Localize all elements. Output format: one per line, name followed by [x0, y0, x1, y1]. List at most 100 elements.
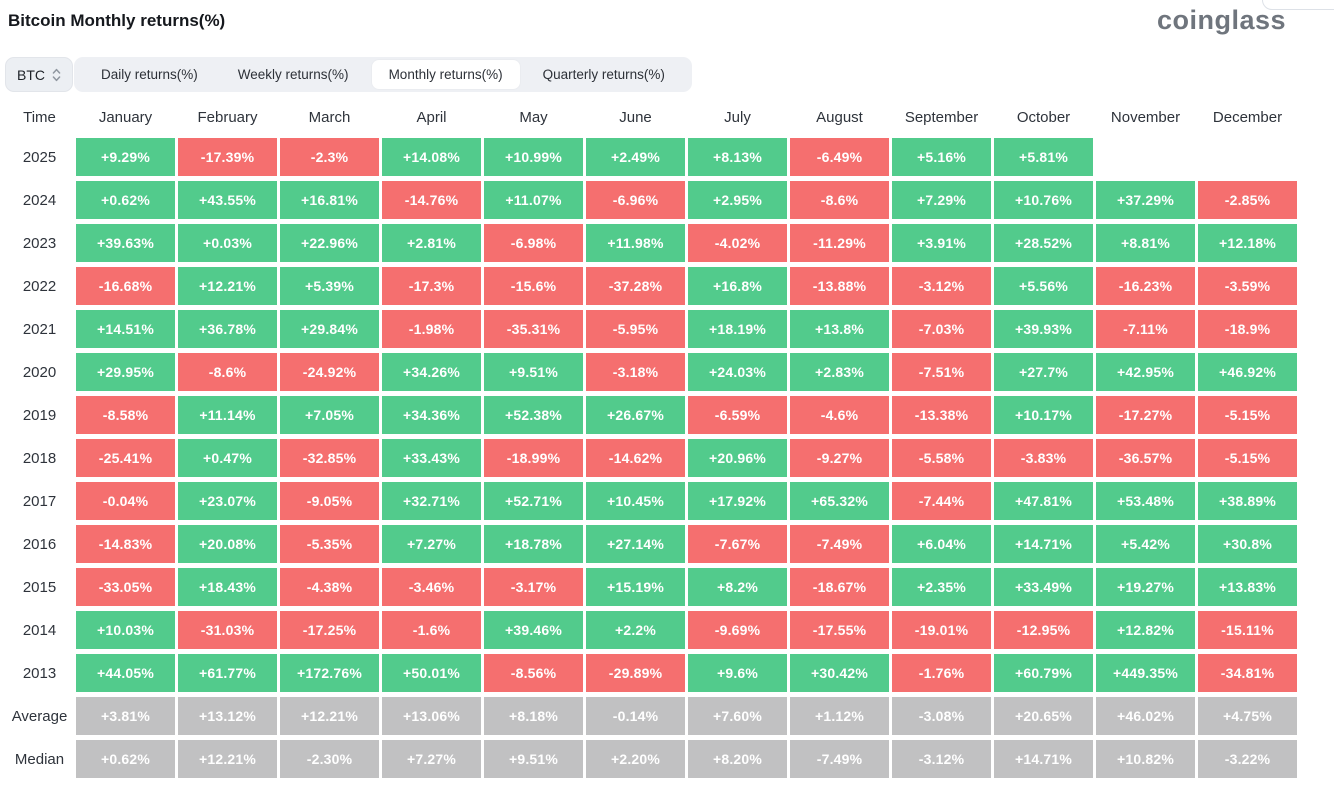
return-cell: +37.29% — [1096, 181, 1195, 219]
return-cell: -9.05% — [280, 482, 379, 520]
return-cell: +172.76% — [280, 654, 379, 692]
empty-cell — [1198, 138, 1297, 176]
return-cell: +6.04% — [892, 525, 991, 563]
return-cell: -37.28% — [586, 267, 685, 305]
return-cell: +23.07% — [178, 482, 277, 520]
return-cell: +2.83% — [790, 353, 889, 391]
return-cell: -6.98% — [484, 224, 583, 262]
return-cell: -1.6% — [382, 611, 481, 649]
return-cell: +10.17% — [994, 396, 1093, 434]
return-cell: -3.59% — [1198, 267, 1297, 305]
return-cell: -4.02% — [688, 224, 787, 262]
return-cell: +44.05% — [76, 654, 175, 692]
return-cell: +14.51% — [76, 310, 175, 348]
return-cell: +7.60% — [688, 697, 787, 735]
top-right-partial-chip — [1262, 0, 1334, 10]
return-cell: +36.78% — [178, 310, 277, 348]
row-label: 2025 — [22, 148, 57, 166]
return-cell: +0.62% — [76, 181, 175, 219]
return-cell: +9.51% — [484, 740, 583, 778]
return-cell: -34.81% — [1198, 654, 1297, 692]
return-cell: -14.83% — [76, 525, 175, 563]
return-cell: +34.26% — [382, 353, 481, 391]
return-cell: -17.25% — [280, 611, 379, 649]
return-cell: +14.71% — [994, 525, 1093, 563]
return-cell: -25.41% — [76, 439, 175, 477]
return-cell: +13.83% — [1198, 568, 1297, 606]
return-cell: +12.18% — [1198, 224, 1297, 262]
return-cell: +5.16% — [892, 138, 991, 176]
return-cell: +14.08% — [382, 138, 481, 176]
return-cell: +24.03% — [688, 353, 787, 391]
return-cell: +5.81% — [994, 138, 1093, 176]
return-cell: +11.07% — [484, 181, 583, 219]
return-cell: +2.49% — [586, 138, 685, 176]
return-cell: +2.81% — [382, 224, 481, 262]
return-cell: -29.89% — [586, 654, 685, 692]
return-cell: +7.05% — [280, 396, 379, 434]
return-cell: -3.12% — [892, 740, 991, 778]
return-cell: +11.98% — [586, 224, 685, 262]
return-cell: +7.27% — [382, 525, 481, 563]
tab-quarterly-returns[interactable]: Quarterly returns(%) — [542, 67, 665, 82]
row-label: 2021 — [22, 320, 57, 338]
return-cell: +10.76% — [994, 181, 1093, 219]
return-cell: +8.81% — [1096, 224, 1195, 262]
return-cell: -0.14% — [586, 697, 685, 735]
chevron-up-down-icon — [52, 68, 61, 81]
return-cell: -4.38% — [280, 568, 379, 606]
return-cell: +9.51% — [484, 353, 583, 391]
return-cell: +5.39% — [280, 267, 379, 305]
tab-monthly-returns[interactable]: Monthly returns(%) — [371, 60, 520, 89]
month-column-header: February — [197, 108, 258, 126]
return-cell: -17.27% — [1096, 396, 1195, 434]
return-cell: -12.95% — [994, 611, 1093, 649]
return-cell: +39.46% — [484, 611, 583, 649]
return-cell: +27.14% — [586, 525, 685, 563]
return-cell: -3.18% — [586, 353, 685, 391]
return-cell: -33.05% — [76, 568, 175, 606]
return-cell: +43.55% — [178, 181, 277, 219]
return-cell: +10.99% — [484, 138, 583, 176]
return-cell: -7.11% — [1096, 310, 1195, 348]
return-cell: +2.95% — [688, 181, 787, 219]
symbol-select[interactable]: BTC — [5, 57, 73, 92]
return-cell: +17.92% — [688, 482, 787, 520]
return-cell: +5.56% — [994, 267, 1093, 305]
returns-tabbar: Daily returns(%) Weekly returns(%) Month… — [74, 57, 692, 92]
month-column-header: May — [519, 108, 548, 126]
month-column-header: January — [98, 108, 153, 126]
return-cell: +18.43% — [178, 568, 277, 606]
return-cell: +29.84% — [280, 310, 379, 348]
return-cell: +50.01% — [382, 654, 481, 692]
return-cell: -3.46% — [382, 568, 481, 606]
return-cell: -1.76% — [892, 654, 991, 692]
return-cell: +5.42% — [1096, 525, 1195, 563]
return-cell: +449.35% — [1096, 654, 1195, 692]
return-cell: +10.82% — [1096, 740, 1195, 778]
return-cell: +12.21% — [178, 267, 277, 305]
return-cell: +18.78% — [484, 525, 583, 563]
return-cell: +14.71% — [994, 740, 1093, 778]
symbol-select-value: BTC — [17, 66, 45, 83]
return-cell: +20.08% — [178, 525, 277, 563]
month-column-header: June — [619, 108, 652, 126]
return-cell: +0.62% — [76, 740, 175, 778]
return-cell: +42.95% — [1096, 353, 1195, 391]
return-cell: -35.31% — [484, 310, 583, 348]
tab-daily-returns[interactable]: Daily returns(%) — [101, 67, 198, 82]
return-cell: -19.01% — [892, 611, 991, 649]
return-cell: -17.55% — [790, 611, 889, 649]
return-cell: -15.11% — [1198, 611, 1297, 649]
row-label: Median — [14, 750, 65, 768]
tab-weekly-returns[interactable]: Weekly returns(%) — [237, 67, 349, 82]
return-cell: -36.57% — [1096, 439, 1195, 477]
return-cell: +30.8% — [1198, 525, 1297, 563]
row-label: 2023 — [22, 234, 57, 252]
return-cell: -9.69% — [688, 611, 787, 649]
return-cell: -3.17% — [484, 568, 583, 606]
return-cell: -3.83% — [994, 439, 1093, 477]
month-column-header: October — [1016, 108, 1071, 126]
return-cell: +12.82% — [1096, 611, 1195, 649]
return-cell: +0.03% — [178, 224, 277, 262]
